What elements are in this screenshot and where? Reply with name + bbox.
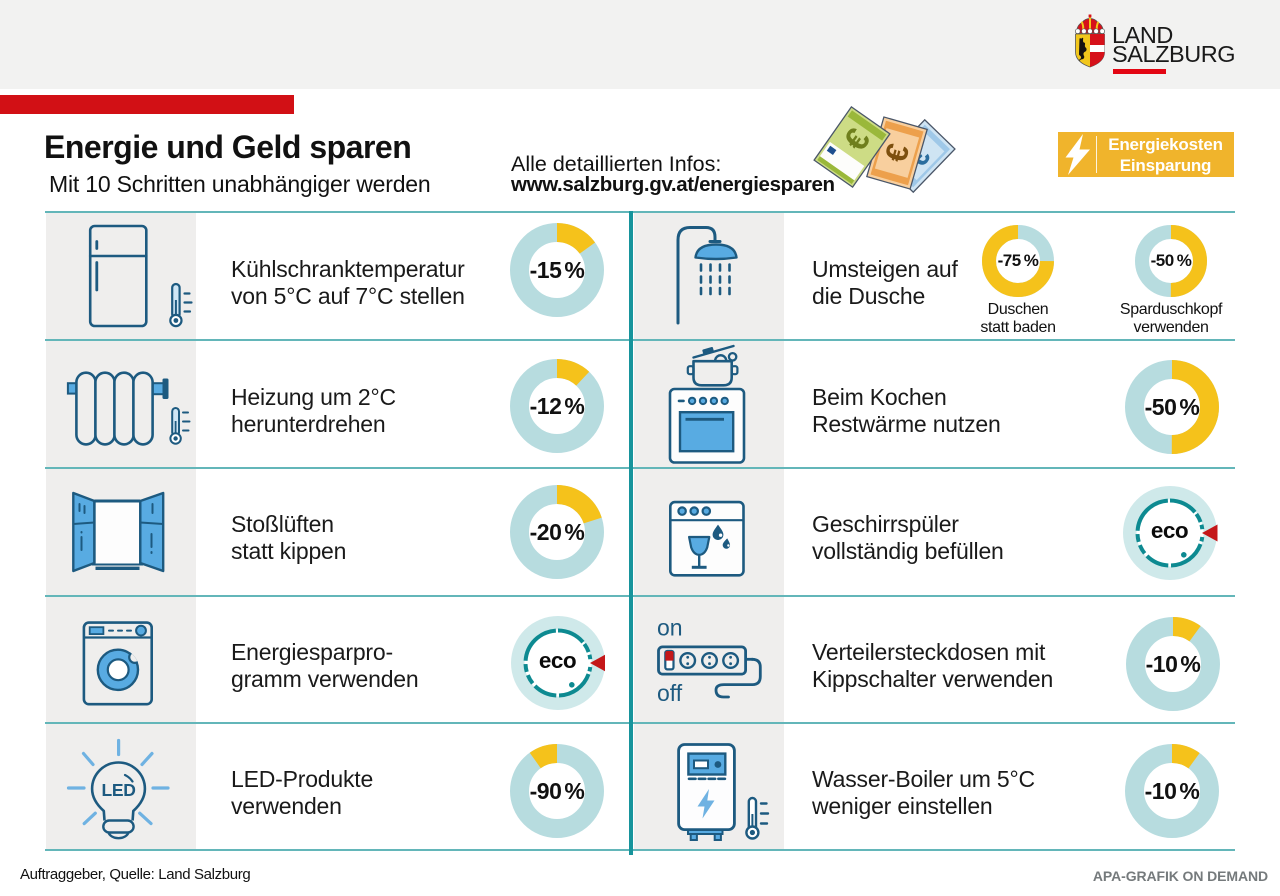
svg-text:LED: LED	[101, 780, 135, 800]
svg-text:eco: eco	[1151, 518, 1188, 543]
svg-text:on: on	[657, 615, 683, 641]
svg-text:eco: eco	[539, 648, 576, 673]
svg-text:off: off	[657, 680, 683, 706]
